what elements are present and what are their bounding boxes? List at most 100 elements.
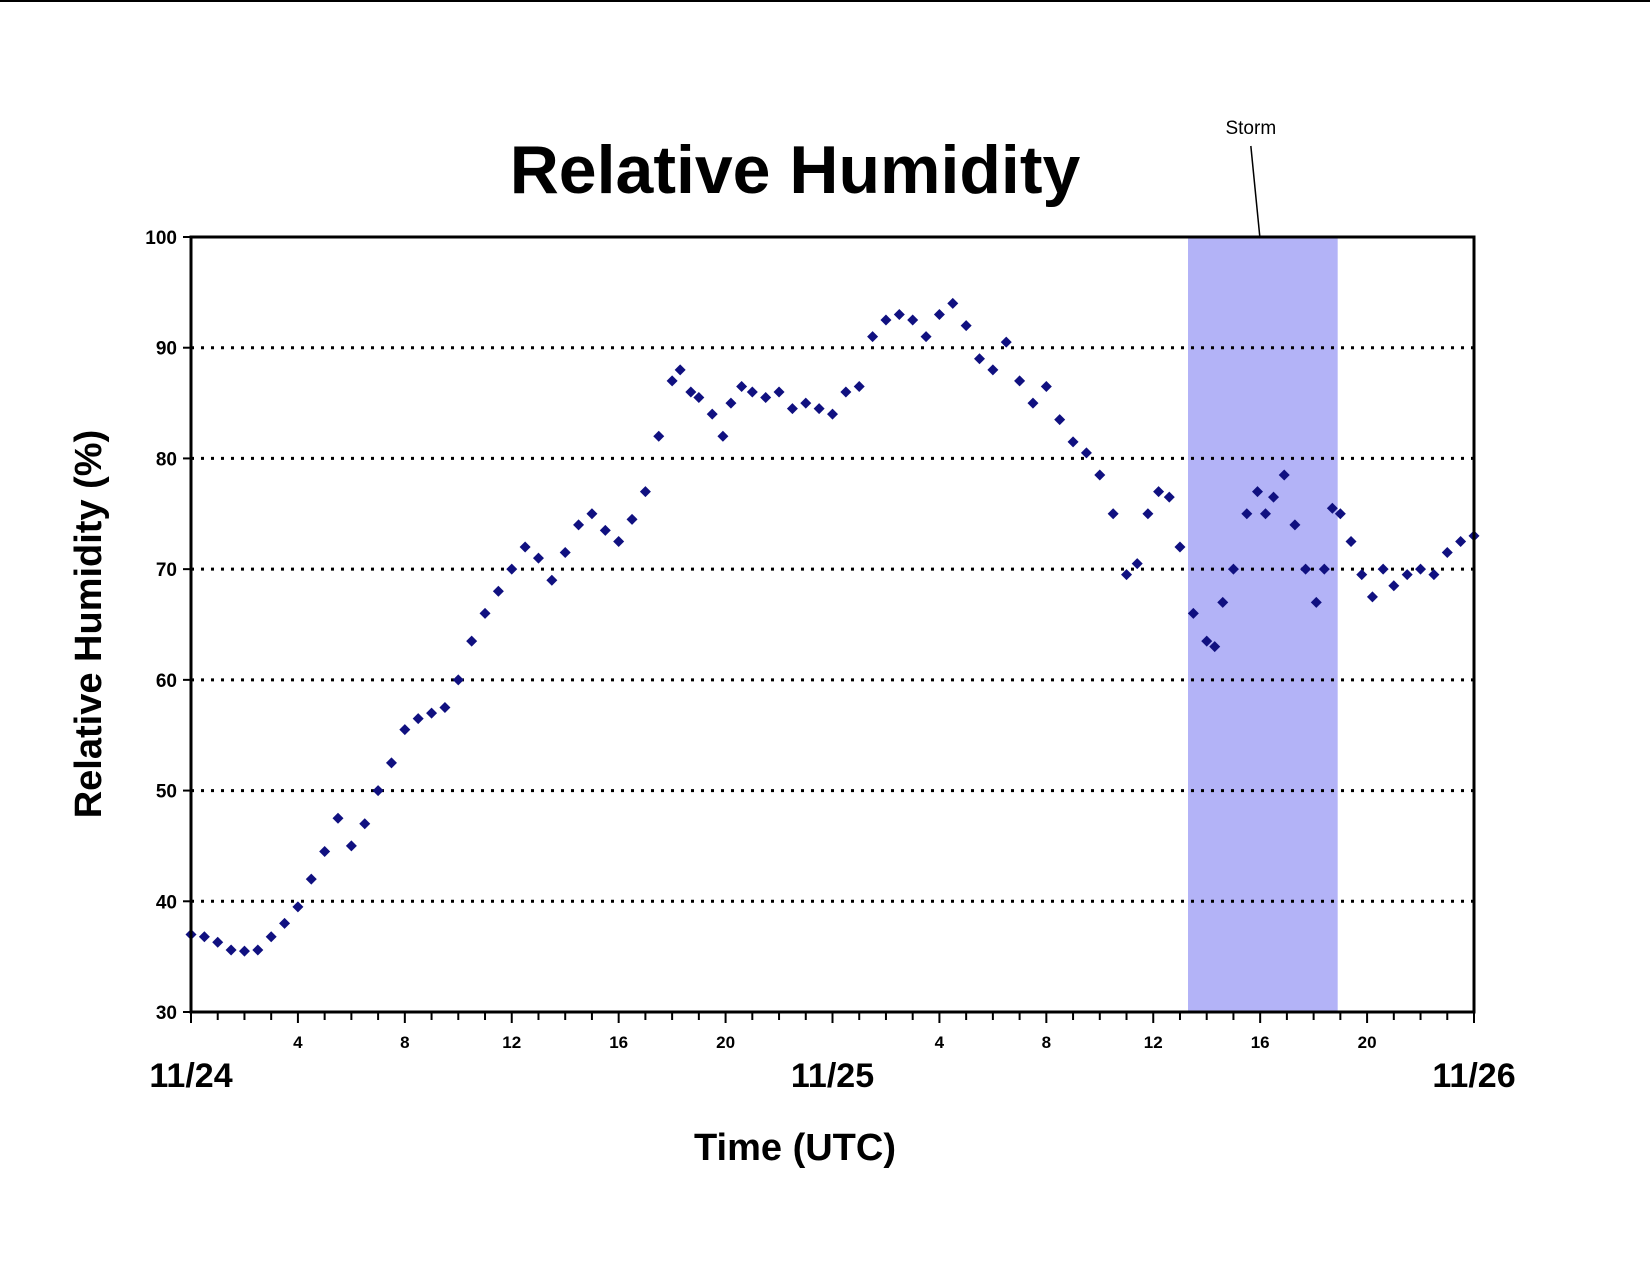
data-point (1187, 607, 1199, 619)
data-point (813, 403, 825, 415)
grid-lines (191, 346, 1474, 903)
data-point (1201, 635, 1213, 647)
data-point (717, 430, 729, 442)
data-point (546, 574, 558, 586)
data-point (359, 818, 371, 830)
data-point (573, 519, 585, 531)
data-point (506, 563, 518, 575)
storm-annotation-leader (1250, 145, 1261, 238)
data-point (426, 707, 438, 719)
data-point (786, 403, 798, 415)
data-point (1000, 336, 1012, 348)
data-point (1067, 436, 1079, 448)
data-point (880, 314, 892, 326)
y-tick-label: 30 (156, 1003, 177, 1024)
data-point (974, 353, 986, 365)
y-tick-label: 60 (156, 671, 177, 692)
data-point (292, 901, 304, 913)
y-axis-label: Relative Humidity (%) (68, 430, 110, 819)
data-point (685, 386, 697, 398)
storm-band (1187, 237, 1338, 1012)
data-point (773, 386, 785, 398)
data-point (1415, 563, 1427, 575)
data-point (212, 936, 224, 948)
data-point (653, 430, 665, 442)
data-point (1153, 486, 1165, 498)
data-point (532, 552, 544, 564)
data-point (1027, 397, 1039, 409)
data-point (1054, 414, 1066, 426)
data-point (666, 375, 678, 387)
data-point (1142, 508, 1154, 520)
data-point (586, 508, 598, 520)
data-point (1441, 547, 1453, 559)
data-point (492, 585, 504, 597)
x-day-label: 11/26 (1432, 1057, 1515, 1095)
y-tick-label: 90 (156, 339, 177, 360)
data-point (827, 408, 838, 420)
data-point (1289, 519, 1301, 531)
x-tick-label: 4 (935, 1033, 945, 1052)
x-day-label: 11/24 (149, 1057, 232, 1095)
x-tick-label: 12 (502, 1033, 521, 1052)
data-point (439, 702, 451, 714)
data-point (1326, 502, 1338, 514)
data-point (1014, 375, 1026, 387)
data-point (599, 524, 611, 536)
x-axis-ticks: 4 8 12 16 20 4 8 12 16 20 11/24 11/25 11/26 (149, 1012, 1516, 1095)
data-point (626, 513, 638, 525)
data-point (559, 547, 571, 559)
x-tick-label: 16 (609, 1033, 628, 1052)
data-point (960, 320, 972, 332)
data-point (920, 331, 932, 343)
data-point (1040, 380, 1052, 392)
data-points (185, 297, 1480, 957)
data-point (332, 812, 344, 824)
data-point (639, 486, 651, 498)
x-tick-label: 8 (1042, 1033, 1051, 1052)
x-tick-label: 12 (1144, 1033, 1163, 1052)
data-point (1174, 541, 1186, 553)
x-day-label: 11/25 (791, 1057, 874, 1095)
data-point (947, 297, 959, 309)
y-tick-label: 40 (156, 892, 177, 913)
data-point (736, 380, 748, 392)
data-point (1209, 641, 1221, 653)
data-point (893, 309, 905, 320)
data-point (466, 635, 478, 647)
data-point (725, 397, 737, 409)
data-point (238, 945, 250, 957)
data-point (1345, 535, 1357, 547)
data-point (853, 380, 865, 392)
data-point (907, 314, 919, 326)
data-point (706, 408, 718, 420)
data-point (1121, 569, 1133, 581)
data-point (1131, 558, 1143, 570)
data-point (399, 724, 411, 736)
data-point (1318, 563, 1330, 575)
data-point (674, 364, 686, 376)
y-tick-label: 80 (156, 449, 177, 470)
data-point (279, 917, 291, 929)
data-point (252, 944, 264, 956)
chart-title: Relative Humidity (510, 132, 1081, 208)
data-point (1366, 591, 1378, 603)
data-point (1377, 563, 1389, 575)
x-tick-label: 20 (1358, 1033, 1377, 1052)
data-point (319, 845, 331, 857)
data-point (613, 535, 625, 547)
data-point (1278, 469, 1290, 481)
x-tick-label: 8 (400, 1033, 409, 1052)
data-point (479, 607, 491, 619)
x-axis-label: Time (UTC) (694, 1127, 896, 1169)
data-point (412, 713, 424, 725)
data-point (1260, 508, 1272, 520)
data-point (840, 386, 852, 398)
data-point (1251, 486, 1263, 498)
data-point (987, 364, 999, 376)
data-point (1268, 491, 1280, 503)
data-point (519, 541, 531, 553)
data-point (198, 931, 210, 943)
data-point (305, 873, 317, 885)
